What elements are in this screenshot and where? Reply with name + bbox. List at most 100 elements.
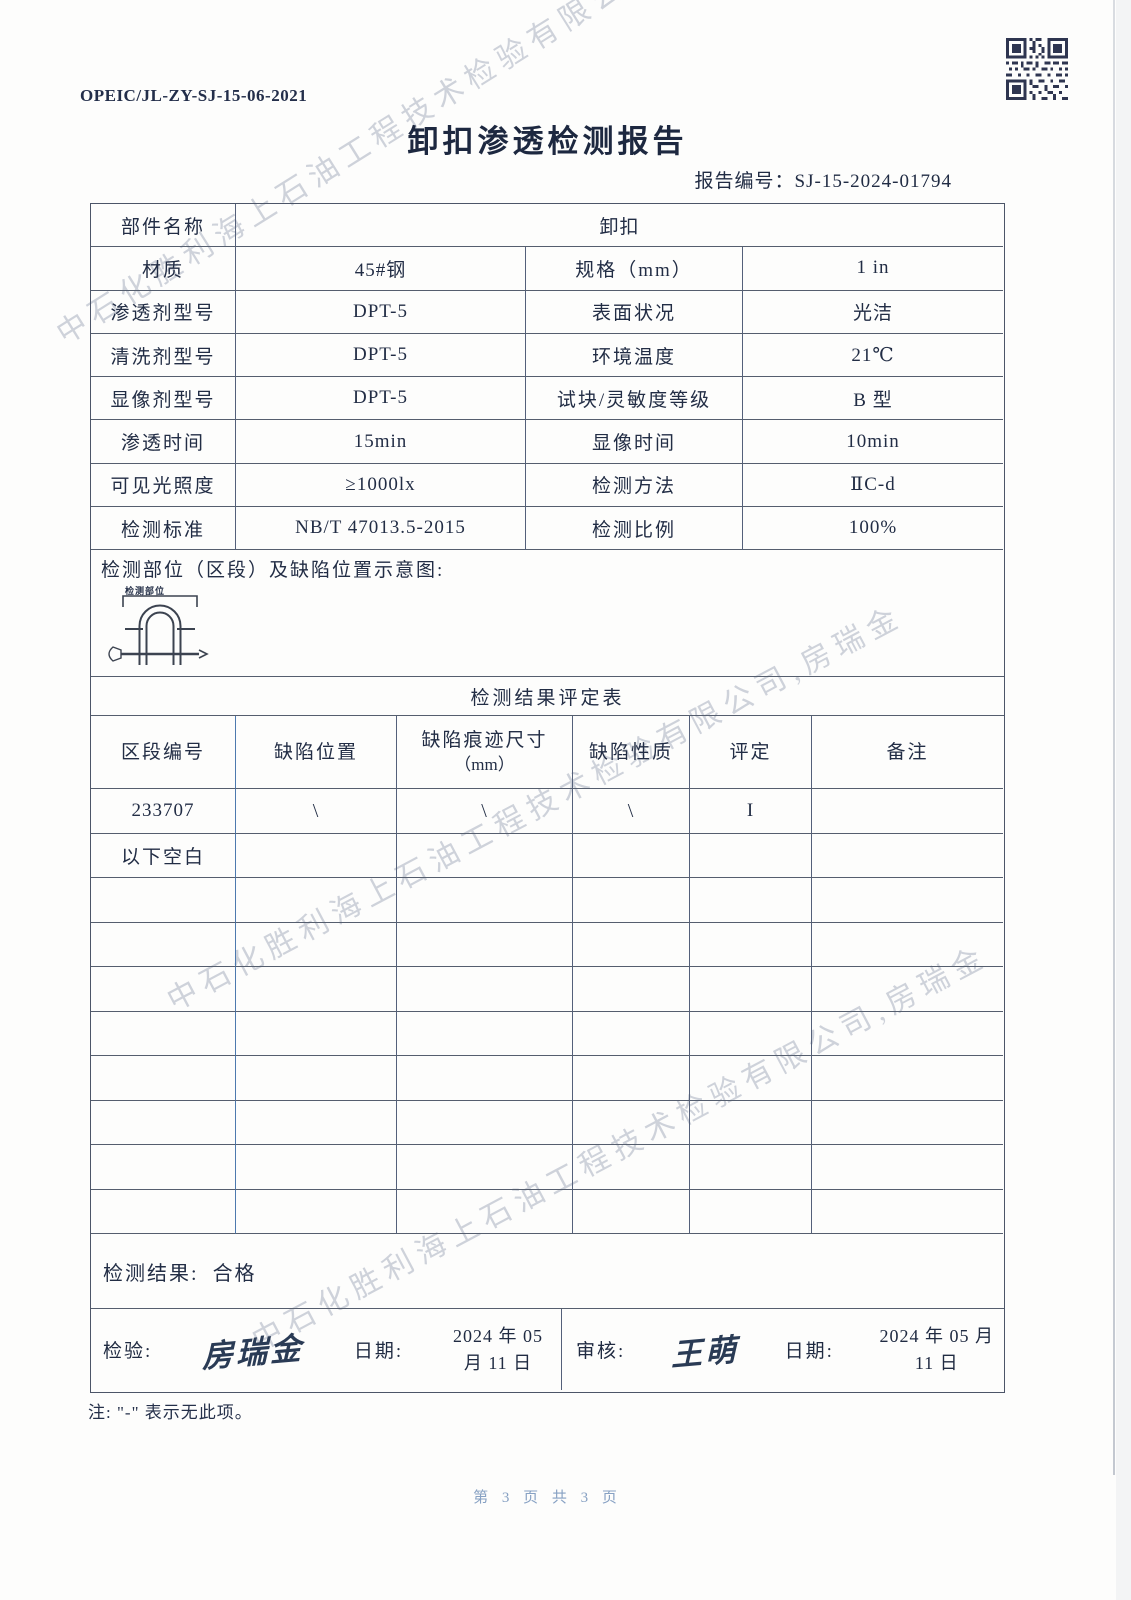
empty-cell xyxy=(573,967,690,1012)
overall-result-value: 合格 xyxy=(212,1262,257,1285)
parameters-table: 部件名称 卸扣 材质 45#钢 规格（mm） 1 in 渗透剂型号 DPT-5 … xyxy=(91,204,1004,551)
reviewer-date: 2024 年 05 月 11 日 xyxy=(879,1323,994,1377)
empty-cell xyxy=(690,1100,812,1146)
result-cell: 233707 xyxy=(91,789,236,834)
param-value: 100% xyxy=(743,507,1003,551)
overall-result-row: 检测结果: 合格 xyxy=(91,1234,1004,1310)
footnote: 注: "-" 表示无此项。 xyxy=(88,1403,253,1422)
empty-cell xyxy=(812,1056,1003,1101)
results-table: 区段编号 缺陷位置 缺陷痕迹尺寸 （mm） 缺陷性质 评定 备注 233707 \… xyxy=(91,716,1004,1235)
qr-code-icon xyxy=(1006,38,1068,105)
result-cell xyxy=(812,834,1003,879)
empty-cell xyxy=(397,922,573,968)
empty-cell xyxy=(397,878,573,923)
result-cell xyxy=(397,833,573,879)
empty-cell xyxy=(91,1145,236,1190)
overall-result-label: 检测结果: xyxy=(103,1262,199,1285)
result-cell: I xyxy=(690,789,812,834)
empty-cell xyxy=(812,878,1003,923)
param-label: 显像时间 xyxy=(526,420,743,464)
empty-cell xyxy=(690,1056,812,1101)
empty-cell xyxy=(812,1190,1003,1235)
inspector-signature: 房瑞金 xyxy=(202,1330,305,1375)
empty-cell xyxy=(812,923,1003,968)
empty-cell xyxy=(812,1012,1003,1057)
param-label: 清洗剂型号 xyxy=(91,333,236,378)
param-value: B 型 xyxy=(743,377,1003,421)
report-table-frame: 部件名称 卸扣 材质 45#钢 规格（mm） 1 in 渗透剂型号 DPT-5 … xyxy=(90,203,1005,1393)
param-value: 光洁 xyxy=(743,291,1003,334)
reviewer-date-line2: 11 日 xyxy=(914,1352,959,1373)
empty-cell xyxy=(236,967,397,1012)
report-number-line: 报告编号：SJ-15-2024-01794 xyxy=(600,166,952,193)
empty-cell xyxy=(690,922,812,968)
param-label: 材质 xyxy=(91,247,236,291)
param-value: DPT-5 xyxy=(236,290,526,334)
result-cell xyxy=(573,833,690,879)
result-cell xyxy=(812,789,1003,834)
param-value: DPT-5 xyxy=(236,377,526,421)
empty-cell xyxy=(397,967,573,1012)
param-value: 15min xyxy=(236,420,526,464)
empty-cell xyxy=(573,1189,690,1235)
empty-cell xyxy=(812,967,1003,1012)
param-value: DPT-5 xyxy=(236,333,526,378)
empty-cell xyxy=(397,1056,573,1101)
param-label: 部件名称 xyxy=(91,204,236,248)
page-number: 第 3 页 共 3 页 xyxy=(473,1490,622,1506)
diagram-section: 检测部位（区段）及缺陷位置示意图: 检测部位 xyxy=(91,550,1004,680)
inspector-date-line1: 2024 年 05 xyxy=(453,1325,543,1346)
empty-cell xyxy=(91,1100,236,1146)
inspector-date-line2: 月 11 日 xyxy=(463,1352,533,1373)
param-label: 可见光照度 xyxy=(91,463,236,508)
empty-cell xyxy=(690,1011,812,1057)
empty-cell xyxy=(91,1011,236,1057)
param-value: ≥1000lx xyxy=(236,463,526,508)
empty-cell xyxy=(573,922,690,968)
param-label: 显像剂型号 xyxy=(91,377,236,421)
column-header-line2: （mm） xyxy=(454,754,515,774)
empty-cell xyxy=(812,1101,1003,1146)
reviewer-cell: 审核: 王萌 日期: 2024 年 05 月 11 日 xyxy=(562,1309,1004,1390)
results-table-title: 检测结果评定表 xyxy=(91,677,1004,717)
shackle-diagram xyxy=(103,583,215,680)
empty-cell xyxy=(236,1100,397,1146)
reviewer-date-label: 日期: xyxy=(784,1341,834,1363)
column-header: 评定 xyxy=(690,716,812,790)
empty-cell xyxy=(397,1100,573,1146)
diagram-caption: 检测部位（区段）及缺陷位置示意图: xyxy=(101,560,445,582)
empty-cell xyxy=(812,1145,1003,1190)
empty-cell xyxy=(397,1011,573,1057)
empty-cell xyxy=(690,1189,812,1235)
empty-cell xyxy=(91,878,236,923)
empty-cell xyxy=(236,878,397,923)
column-header: 备注 xyxy=(812,716,1003,790)
param-label: 检测方法 xyxy=(526,463,743,508)
reviewer-label: 审核: xyxy=(576,1341,626,1363)
column-header: 区段编号 xyxy=(91,716,236,790)
param-label: 检测标准 xyxy=(91,507,236,551)
empty-cell xyxy=(573,878,690,923)
param-value: 45#钢 xyxy=(236,247,526,291)
param-value: 1 in xyxy=(743,247,1003,291)
param-value: 卸扣 xyxy=(236,204,1003,248)
column-header: 缺陷痕迹尺寸 （mm） xyxy=(397,716,573,790)
empty-cell xyxy=(573,1011,690,1057)
param-value: 10min xyxy=(743,420,1003,464)
empty-cell xyxy=(91,1056,236,1101)
param-value: 21℃ xyxy=(743,334,1003,378)
empty-cell xyxy=(690,1145,812,1190)
empty-cell xyxy=(236,1011,397,1057)
empty-cell xyxy=(91,967,236,1012)
empty-cell xyxy=(397,1145,573,1190)
param-label: 表面状况 xyxy=(526,290,743,334)
param-label: 渗透剂型号 xyxy=(91,290,236,334)
signoff-row: 检验: 房瑞金 日期: 2024 年 05 月 11 日 审核: 王萌 日期: 2… xyxy=(91,1309,1004,1391)
scan-page-edge-shade xyxy=(1116,0,1131,1600)
param-label: 环境温度 xyxy=(526,333,743,378)
param-label: 规格（mm） xyxy=(526,247,743,291)
empty-cell xyxy=(573,1100,690,1146)
param-label: 检测比例 xyxy=(526,507,743,551)
inspector-date: 2024 年 05 月 11 日 xyxy=(453,1323,543,1377)
